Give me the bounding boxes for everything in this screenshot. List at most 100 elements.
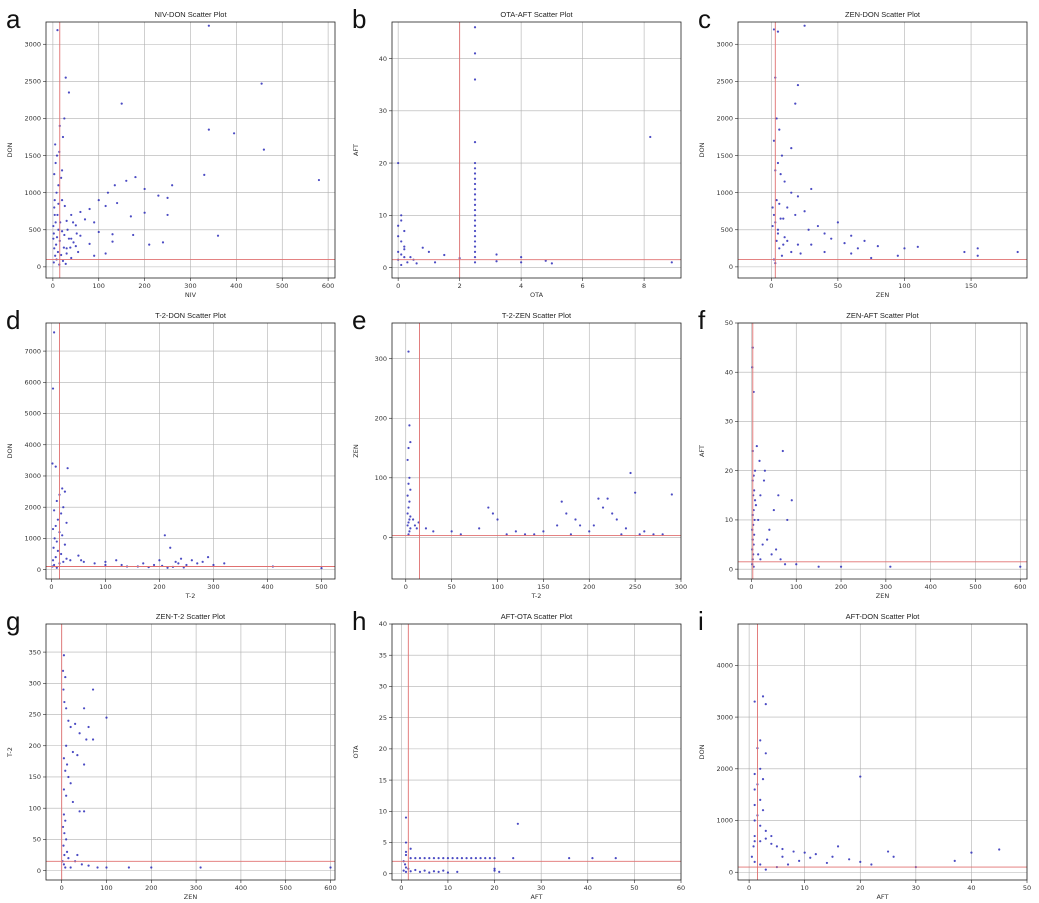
data-point xyxy=(998,848,1001,851)
x-tick-label: 300 xyxy=(675,583,687,591)
data-point xyxy=(54,556,57,559)
data-point xyxy=(80,559,83,562)
y-axis-label: OTA xyxy=(352,745,360,759)
data-point xyxy=(66,467,69,470)
y-tick-label: 1500 xyxy=(716,152,733,160)
data-point xyxy=(142,562,145,565)
chart-title: ZEN-AFT Scatter Plot xyxy=(846,311,919,320)
y-tick-label: 50 xyxy=(725,319,733,327)
x-tick-label: 10 xyxy=(801,884,809,892)
data-point xyxy=(61,259,65,263)
data-point xyxy=(56,29,59,32)
y-tick-label: 30 xyxy=(725,418,733,426)
data-point xyxy=(67,857,70,860)
data-point xyxy=(473,141,477,144)
panel-letter-b: b xyxy=(352,4,367,34)
y-tick-label: 1000 xyxy=(24,535,41,543)
data-point xyxy=(60,176,63,179)
scatter-chart-a: 0 100 200 300 400 500 600 0 500 1000 1500 2000 2500 3… xyxy=(6,10,336,299)
data-point xyxy=(65,850,69,853)
data-point xyxy=(80,863,83,866)
y-tick-label: 0 xyxy=(383,264,387,272)
data-point xyxy=(817,565,820,568)
data-point xyxy=(60,230,64,233)
data-point xyxy=(423,857,426,860)
y-tick-label: 200 xyxy=(29,742,41,750)
data-point xyxy=(125,179,128,182)
data-point xyxy=(72,241,75,244)
data-point xyxy=(670,493,673,496)
data-point xyxy=(87,864,90,867)
y-tick-label: 7000 xyxy=(24,347,41,355)
data-point xyxy=(65,219,68,222)
data-point xyxy=(106,191,110,194)
y-tick-label: 3000 xyxy=(24,40,41,48)
data-point xyxy=(446,857,450,860)
data-point xyxy=(843,242,846,245)
data-point xyxy=(404,816,408,819)
data-point xyxy=(60,512,63,515)
x-axis-label: T-2 xyxy=(185,592,196,600)
data-point xyxy=(859,860,862,863)
data-point xyxy=(414,868,417,872)
data-point xyxy=(83,218,87,221)
data-point xyxy=(60,253,63,257)
y-tick-label: 0 xyxy=(37,867,41,875)
x-tick-label: 100 xyxy=(100,884,112,892)
data-point xyxy=(816,224,820,228)
x-tick-label: 50 xyxy=(447,583,455,591)
x-tick-label: 0 xyxy=(396,282,400,290)
data-point xyxy=(406,458,409,462)
y-tick-label: 0 xyxy=(729,263,733,271)
data-point xyxy=(402,869,405,872)
plot-frame xyxy=(737,21,1028,279)
y-axis-label: T-2 xyxy=(6,747,14,758)
data-point xyxy=(754,504,758,507)
data-point xyxy=(776,232,780,235)
panel-c: 0 50 100 150 0 500 1000 1500 2000 2500 3000 ZEN-DON… xyxy=(692,0,1038,301)
y-tick-label: 0 xyxy=(383,870,387,878)
y-tick-label: 1000 xyxy=(716,189,733,197)
data-point xyxy=(592,524,595,527)
y-tick-label: 0 xyxy=(383,534,387,542)
y-tick-label: 1000 xyxy=(716,817,733,825)
data-point xyxy=(143,211,146,214)
data-point xyxy=(134,175,137,179)
data-point xyxy=(61,487,64,490)
x-tick-label: 400 xyxy=(230,282,242,290)
data-point xyxy=(54,243,58,246)
x-axis-label: AFT xyxy=(876,893,888,901)
y-tick-label: 2000 xyxy=(24,115,41,123)
data-point xyxy=(778,247,781,250)
data-point xyxy=(474,857,477,860)
data-point xyxy=(127,866,130,869)
x-axis-label: T-2 xyxy=(531,592,542,600)
chart-title: T-2-ZEN Scatter Plot xyxy=(502,311,572,320)
plot-background xyxy=(46,323,335,579)
data-point xyxy=(70,256,73,260)
y-tick-label: 5000 xyxy=(24,410,41,418)
x-tick-label: 60 xyxy=(677,884,685,892)
data-point xyxy=(606,497,609,500)
data-point xyxy=(51,387,55,390)
data-point xyxy=(207,128,210,131)
data-point xyxy=(779,558,782,561)
y-tick-label: 3000 xyxy=(716,40,733,48)
data-point xyxy=(61,135,65,139)
data-point xyxy=(753,803,756,807)
data-point xyxy=(400,263,403,267)
data-point xyxy=(473,208,477,212)
data-point xyxy=(171,184,174,187)
y-tick-label: 2500 xyxy=(716,78,733,86)
x-tick-label: 500 xyxy=(315,583,327,591)
data-point xyxy=(823,232,826,235)
data-point xyxy=(777,494,780,497)
data-point xyxy=(588,530,591,533)
data-point xyxy=(473,193,477,196)
y-tick-label: 20 xyxy=(379,159,387,167)
data-point xyxy=(473,198,477,201)
data-point xyxy=(790,147,793,150)
data-point xyxy=(786,239,789,242)
data-point xyxy=(786,863,790,866)
data-point xyxy=(161,241,165,244)
